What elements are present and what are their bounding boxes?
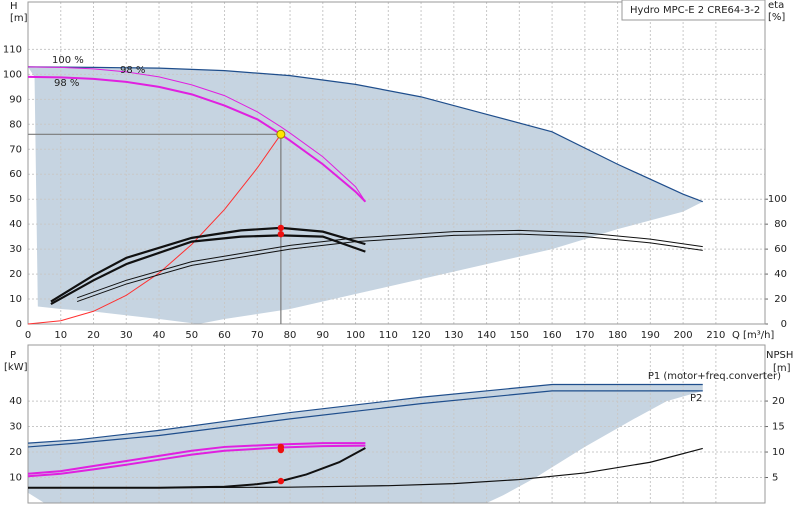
y-tick-label: 110 [3,44,22,55]
x-tick-label: 0 [25,330,31,341]
y2-tick-label: 20 [774,294,787,305]
y2-tick-label: 60 [774,244,787,255]
x-tick-label: 50 [185,330,198,341]
operating-range-area [28,66,703,324]
x-tick-label: 60 [218,330,231,341]
y2-tick-label: 15 [772,422,785,433]
curve [50,226,366,303]
x-tick-label: 20 [87,330,100,341]
y-tick-label: 10 [9,473,22,484]
curve-annotation: 98 % [54,78,79,89]
curve [27,134,282,325]
y-tick-label: 80 [9,119,22,130]
curve [76,229,703,299]
x-tick-label: 80 [284,330,297,341]
curve [50,234,366,305]
x-tick-label: 30 [120,330,133,341]
curve [27,442,366,475]
y-tick-label: 100 [3,69,22,80]
y-tick-label: 40 [9,219,22,230]
y-tick-label: 0 [16,319,22,330]
curve-annotation: 98 % [120,65,145,76]
plot-frame [27,1,766,325]
curve-annotation: P1 (motor+freq.converter) [648,371,781,382]
curve [27,390,703,448]
y-tick-label: 60 [9,169,22,180]
y2-tick-label: 80 [774,219,787,230]
y-tick-label: 10 [9,294,22,305]
x-axis-label: Q [m³/h] [732,330,774,341]
x-tick-label: 40 [153,330,166,341]
plot-frame [27,344,766,504]
x-tick-label: 210 [706,330,725,341]
x-tick-label: 150 [510,330,529,341]
curve [28,447,703,489]
x-tick-label: 160 [543,330,562,341]
operating-point [277,477,285,485]
curve [27,75,367,203]
y-axis-unit: [kW] [4,362,28,373]
x-tick-label: 100 [346,330,365,341]
y-tick-label: 90 [9,94,22,105]
duty-point [276,129,286,139]
curve [27,444,366,478]
y2-tick-label: 20 [772,396,785,407]
x-tick-label: 180 [608,330,627,341]
curve [27,66,366,202]
y-tick-label: 20 [9,269,22,280]
y2-axis-label: eta [768,0,784,11]
y-tick-label: 50 [9,194,22,205]
y-axis-label: H [10,1,18,12]
curve [76,233,703,303]
x-tick-label: 170 [575,330,594,341]
x-tick-label: 10 [54,330,67,341]
x-tick-label: 140 [477,330,496,341]
title-box [621,0,766,21]
x-tick-label: 70 [251,330,264,341]
y-tick-label: 30 [9,244,22,255]
x-tick-label: 90 [316,330,329,341]
x-tick-label: 190 [641,330,660,341]
y-tick-label: 40 [9,396,22,407]
y2-tick-label: 5 [772,473,778,484]
curve [27,66,703,203]
x-tick-label: 110 [379,330,398,341]
y2-tick-label: 10 [772,447,785,458]
y-tick-label: 70 [9,144,22,155]
y-axis-unit: [m] [10,13,28,24]
x-tick-label: 120 [412,330,431,341]
y-axis-label: P [10,350,16,361]
y2-tick-label: 40 [774,269,787,280]
y2-axis-unit: [%] [768,12,785,23]
y2-axis-unit: [m] [773,363,791,374]
y2-axis-label: NPSH [766,350,793,361]
y-tick-label: 20 [9,447,22,458]
y2-tick-label: 0 [781,319,787,330]
x-tick-label: 130 [444,330,463,341]
operating-point [277,224,285,232]
curve-annotation: 100 % [52,55,84,66]
curve [27,383,703,444]
curve-annotation: P2 [690,393,702,404]
operating-point [277,446,285,454]
chart-title: Hydro MPC-E 2 CRE64-3-2 [630,5,760,16]
y-tick-label: 30 [9,422,22,433]
operating-point [277,230,285,238]
y2-tick-label: 100 [768,194,787,205]
x-tick-label: 200 [674,330,693,341]
